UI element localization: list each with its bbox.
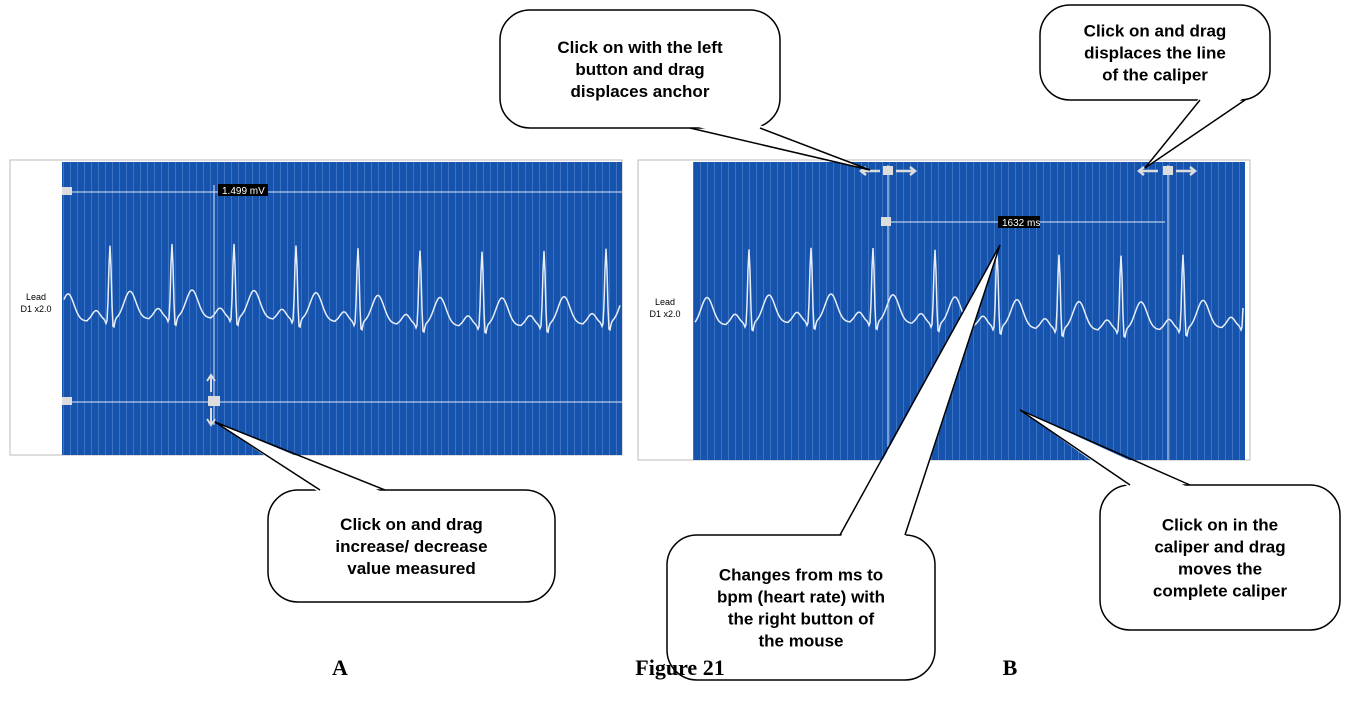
callout-text: value measured [347, 559, 476, 578]
callouts: Click on with the left button and drag dis… [214, 4, 1341, 681]
measure-label: 1632 ms [1002, 218, 1040, 229]
callout-tail [839, 244, 1001, 536]
callout-text: Click on with the left [557, 38, 723, 57]
anchor-handle[interactable] [62, 187, 72, 195]
caption-title: Figure 21 [635, 655, 724, 680]
callout-tail [689, 127, 871, 171]
callout-box [499, 9, 781, 129]
callout-text: of the caliper [1102, 66, 1208, 85]
callout-text: bpm (heart rate) with [717, 588, 885, 607]
anchor-handle[interactable] [881, 217, 891, 226]
callout-box [666, 534, 936, 681]
callout-text: Click on and drag [1084, 22, 1227, 41]
callout-text: displaces the line [1084, 44, 1226, 63]
measure-box [998, 216, 1040, 228]
callout-text: the right button of [728, 610, 875, 629]
ecg-grid[interactable] [62, 162, 622, 455]
callout-text: Click on in the [1162, 516, 1278, 535]
anchor-handle[interactable] [62, 397, 72, 405]
drag-arrows [858, 166, 1198, 176]
callout-text: the mouse [758, 632, 843, 651]
drag-handle[interactable] [208, 396, 220, 406]
callout-text: Click on and drag [340, 515, 483, 534]
callout-text: moves the [1178, 560, 1262, 579]
callout-text: displaces anchor [571, 82, 710, 101]
callout-tail [214, 421, 386, 491]
callout-text: Changes from ms to [719, 566, 883, 585]
callout-text: increase/ decrease [335, 537, 487, 556]
callout-tail [1019, 409, 1191, 486]
callout-tail [1144, 99, 1246, 169]
measure-label: 1.499 mV [222, 186, 265, 197]
drag-arrows [206, 373, 216, 427]
caption-label: A [332, 655, 348, 680]
lead-label: Lead [26, 292, 46, 302]
lead-label: Lead [655, 297, 675, 307]
measure-box [218, 184, 268, 196]
callout-text: complete caliper [1153, 582, 1288, 601]
ecg-trace [63, 243, 621, 335]
lead-label: D1 x2.0 [20, 304, 51, 314]
caption-label: B [1003, 655, 1018, 680]
callout-box [1099, 484, 1341, 631]
anchor-handle[interactable] [883, 166, 893, 175]
anchor-handle[interactable] [1163, 166, 1173, 175]
callout-box [1039, 4, 1271, 101]
callout-box [267, 489, 556, 603]
panel-a: 1.499 mV Lead D1 x2.0 [9, 159, 623, 456]
callout-text: button and drag [575, 60, 704, 79]
callout-text: caliper and drag [1154, 538, 1285, 557]
lead-label: D1 x2.0 [649, 309, 680, 319]
